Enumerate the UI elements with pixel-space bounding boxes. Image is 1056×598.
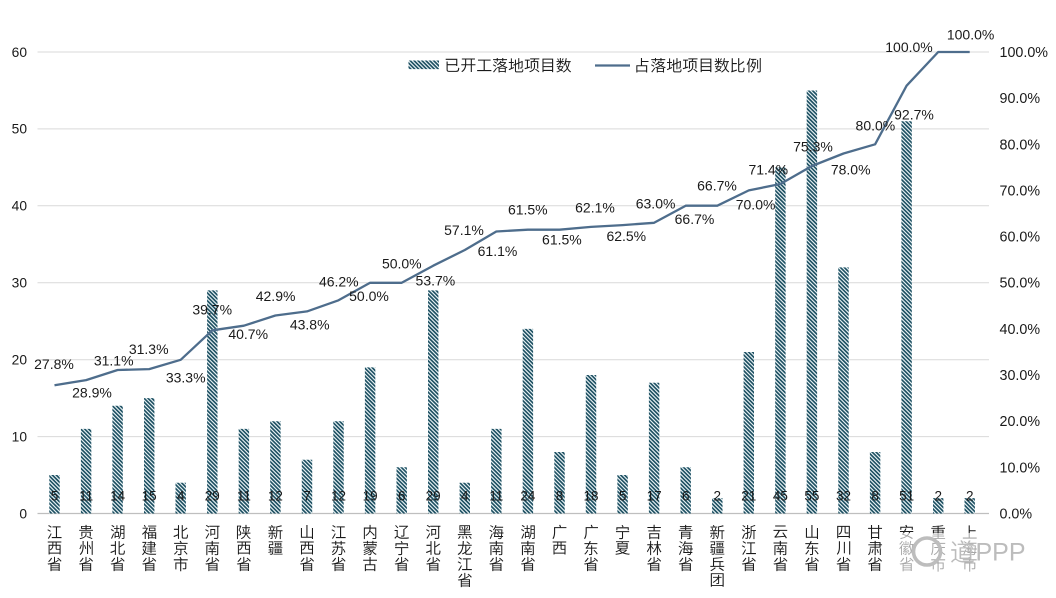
svg-text:42.9%: 42.9%: [256, 288, 296, 304]
svg-text:53.7%: 53.7%: [416, 273, 456, 289]
svg-text:30.0%: 30.0%: [1000, 368, 1041, 384]
svg-text:19: 19: [363, 488, 378, 503]
svg-text:4: 4: [461, 488, 469, 503]
svg-text:2: 2: [966, 488, 974, 503]
svg-text:21: 21: [741, 488, 756, 503]
svg-text:29: 29: [426, 488, 441, 503]
svg-text:8: 8: [556, 488, 564, 503]
svg-text:12: 12: [331, 488, 346, 503]
svg-text:2: 2: [934, 488, 942, 503]
svg-text:5: 5: [619, 488, 627, 503]
svg-text:66.7%: 66.7%: [675, 211, 715, 227]
svg-text:17: 17: [647, 488, 662, 503]
svg-text:43.8%: 43.8%: [290, 317, 330, 333]
svg-text:12: 12: [268, 488, 283, 503]
svg-text:55: 55: [804, 488, 819, 503]
svg-text:28.9%: 28.9%: [72, 385, 112, 401]
svg-text:51: 51: [899, 488, 914, 503]
svg-text:45: 45: [773, 488, 788, 503]
svg-text:46.2%: 46.2%: [319, 274, 359, 290]
svg-text:90.0%: 90.0%: [1000, 91, 1041, 107]
svg-text:7: 7: [303, 488, 311, 503]
svg-text:0: 0: [19, 506, 27, 521]
svg-text:57.1%: 57.1%: [444, 222, 484, 238]
svg-text:11: 11: [79, 488, 93, 503]
svg-text:29: 29: [205, 488, 220, 503]
svg-text:61.5%: 61.5%: [508, 201, 548, 217]
svg-text:50.0%: 50.0%: [1000, 276, 1041, 292]
svg-text:40.7%: 40.7%: [228, 326, 268, 342]
svg-text:70.0%: 70.0%: [736, 196, 776, 212]
svg-text:50.0%: 50.0%: [349, 288, 389, 304]
svg-text:8: 8: [871, 488, 879, 503]
svg-text:61.1%: 61.1%: [478, 243, 518, 259]
svg-text:10: 10: [12, 429, 28, 444]
svg-text:61.5%: 61.5%: [542, 232, 582, 248]
svg-text:31.3%: 31.3%: [129, 341, 169, 357]
svg-text:50: 50: [12, 122, 28, 137]
svg-text:15: 15: [142, 488, 157, 503]
svg-text:50.0%: 50.0%: [382, 256, 422, 272]
svg-text:33.3%: 33.3%: [166, 370, 206, 386]
svg-text:6: 6: [682, 488, 690, 503]
svg-text:PPP: PPP: [976, 539, 1026, 567]
svg-text:60: 60: [12, 45, 28, 60]
svg-text:100.0%: 100.0%: [947, 26, 994, 42]
svg-text:62.5%: 62.5%: [606, 228, 646, 244]
svg-text:63.0%: 63.0%: [636, 196, 676, 212]
svg-text:80.0%: 80.0%: [1000, 137, 1041, 153]
svg-text:4: 4: [177, 488, 185, 503]
svg-text:75.3%: 75.3%: [793, 139, 833, 155]
svg-text:5: 5: [51, 488, 59, 503]
svg-text:40: 40: [12, 199, 28, 214]
svg-text:100.0%: 100.0%: [885, 39, 932, 55]
svg-text:6: 6: [398, 488, 406, 503]
svg-text:39.7%: 39.7%: [192, 301, 232, 317]
svg-text:30: 30: [12, 276, 28, 291]
svg-text:40.0%: 40.0%: [1000, 322, 1041, 338]
svg-text:27.8%: 27.8%: [34, 356, 74, 372]
svg-text:31.1%: 31.1%: [94, 353, 134, 369]
svg-text:18: 18: [583, 488, 598, 503]
svg-text:100.0%: 100.0%: [1000, 45, 1049, 61]
svg-text:11: 11: [237, 488, 251, 503]
svg-text:24: 24: [520, 488, 536, 503]
svg-text:60.0%: 60.0%: [1000, 230, 1041, 246]
svg-text:20.0%: 20.0%: [1000, 414, 1041, 430]
svg-text:10.0%: 10.0%: [1000, 460, 1041, 476]
svg-text:0.0%: 0.0%: [1000, 507, 1033, 523]
svg-text:14: 14: [110, 488, 126, 503]
svg-text:92.7%: 92.7%: [894, 107, 934, 123]
svg-text:70.0%: 70.0%: [1000, 183, 1041, 199]
svg-text:80.0%: 80.0%: [856, 117, 896, 133]
svg-text:32: 32: [836, 488, 851, 503]
svg-text:71.4%: 71.4%: [748, 162, 788, 178]
svg-text:78.0%: 78.0%: [831, 162, 871, 178]
svg-text:62.1%: 62.1%: [575, 200, 615, 216]
svg-text:2: 2: [714, 488, 722, 503]
svg-text:20: 20: [12, 353, 28, 368]
svg-text:11: 11: [489, 488, 503, 503]
svg-text:66.7%: 66.7%: [697, 177, 737, 193]
